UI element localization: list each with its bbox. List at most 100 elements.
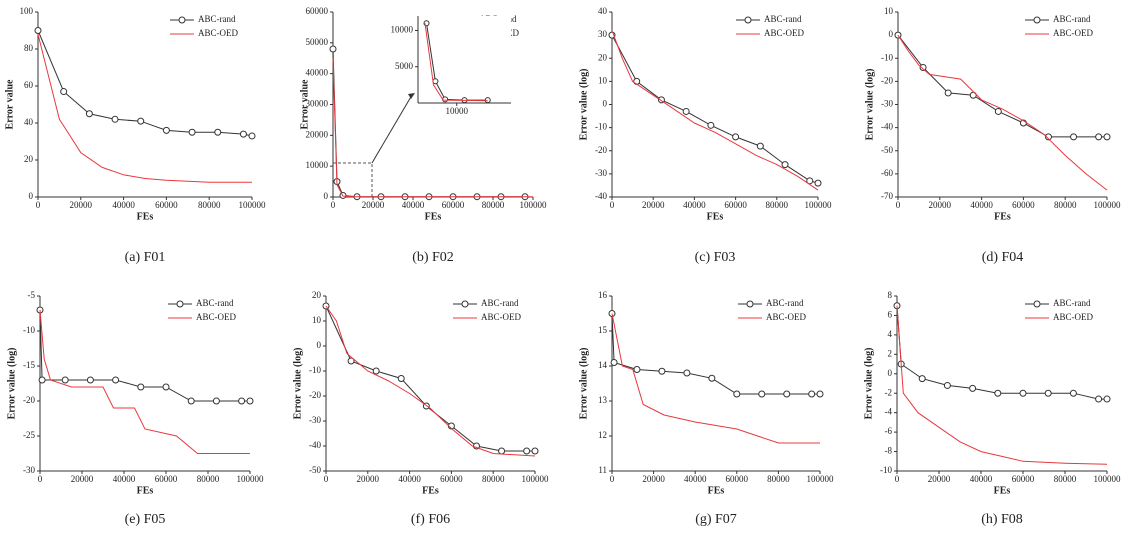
- y-tick-label: 10000: [306, 160, 329, 170]
- point-marker: [1095, 133, 1103, 141]
- point-marker: [214, 128, 222, 136]
- y-tick-label: -30: [309, 415, 321, 425]
- series-line: [611, 34, 819, 184]
- legend-label: ABC-rand: [764, 14, 802, 24]
- legend-marker: [461, 300, 469, 308]
- chart-panel: -10 -8 -6 -4 -2 0 2 4 6 8 0 20000 40000 60000 80000 100…: [863, 290, 1121, 527]
- y-tick-label: -70: [881, 191, 893, 201]
- y-tick-label: 2: [888, 348, 893, 358]
- x-axis-label: FEs: [994, 211, 1011, 222]
- x-tick-label: 20000: [70, 200, 93, 210]
- y-tick-label: -20: [595, 145, 607, 155]
- point-marker: [683, 369, 691, 377]
- point-marker: [633, 366, 641, 373]
- point-marker: [816, 390, 824, 398]
- point-marker: [162, 383, 170, 391]
- x-axis-label: FEs: [994, 485, 1011, 496]
- x-tick-label: 80000: [198, 200, 221, 210]
- y-tick-label: -30: [595, 168, 607, 178]
- point-marker: [238, 397, 246, 405]
- caption: (c) F03: [695, 250, 736, 265]
- point-marker: [707, 121, 715, 129]
- y-tick-label: 10: [598, 75, 608, 85]
- point-marker: [781, 161, 789, 169]
- x-tick-label: 80000: [197, 474, 220, 484]
- x-tick-label: 0: [331, 200, 336, 210]
- y-axis-label: Error value: [299, 79, 310, 129]
- y-tick-label: -4: [885, 407, 893, 417]
- y-axis-label: Error value (log): [6, 348, 17, 420]
- caption: (d) F04: [982, 250, 1024, 265]
- point-marker: [442, 96, 449, 103]
- y-tick-label: 15: [598, 325, 608, 335]
- y-tick-label: -20: [881, 75, 893, 85]
- point-marker: [397, 375, 405, 382]
- point-marker: [994, 389, 1002, 397]
- y-tick-label: 0: [317, 340, 322, 350]
- series-line: [611, 30, 819, 191]
- point-marker: [523, 447, 531, 455]
- y-tick-label: 14: [598, 360, 608, 370]
- point-marker: [610, 359, 618, 366]
- chart-panel: -70 -60 -50 -40 -30 -20 -10 0 10 0 20000 40000 60000…: [864, 6, 1121, 265]
- legend-label: ABC-rand: [1053, 298, 1091, 308]
- point-marker: [918, 375, 926, 383]
- caption: (e) F05: [125, 512, 166, 527]
- point-marker: [187, 397, 195, 405]
- point-marker: [969, 384, 977, 392]
- x-tick-label: 80000: [482, 200, 505, 210]
- chart-panel: 0 20 40 60 80 100 0 20000 40000 60000 80000 100000 F…: [4, 6, 266, 265]
- legend-marker: [1033, 300, 1041, 308]
- x-tick-label: 100000: [1094, 200, 1122, 210]
- caption: (b) F02: [412, 250, 454, 265]
- y-tick-label: 20: [312, 290, 322, 300]
- x-tick-label: 60000: [155, 474, 178, 484]
- y-tick-label: -2: [885, 387, 893, 397]
- zoom-box: [333, 162, 373, 197]
- point-marker: [372, 367, 380, 375]
- y-axis-label: Error value (log): [292, 348, 303, 420]
- x-tick-label: 60000: [442, 200, 465, 210]
- point-marker: [60, 88, 68, 96]
- x-tick-label: 0: [36, 200, 41, 210]
- y-tick-label: -30: [23, 465, 35, 475]
- y-tick-label: -6: [885, 426, 893, 436]
- point-marker: [1044, 389, 1052, 397]
- point-marker: [61, 376, 69, 384]
- y-tick-label: -5: [28, 290, 36, 300]
- x-tick-label: 20000: [362, 200, 385, 210]
- x-tick-label: 40000: [398, 474, 421, 484]
- y-tick-label: 0: [603, 99, 608, 109]
- x-tick-label: 80000: [1054, 200, 1077, 210]
- y-tick-label: 0: [888, 368, 893, 378]
- y-tick-label: 80: [24, 43, 34, 53]
- point-marker: [137, 383, 145, 391]
- y-tick-label: -25: [23, 430, 35, 440]
- y-tick-label: 0: [324, 191, 329, 201]
- point-marker: [498, 447, 506, 455]
- series-line: [611, 313, 820, 395]
- series-line: [897, 34, 1108, 191]
- legend-marker: [178, 16, 186, 24]
- point-marker: [34, 27, 42, 34]
- series-line: [37, 30, 253, 137]
- series-line: [897, 34, 1107, 138]
- point-marker: [783, 390, 791, 398]
- y-tick-label: -40: [595, 191, 607, 201]
- x-tick-label: 40000: [970, 200, 993, 210]
- point-marker: [111, 115, 119, 123]
- y-axis-label: Error value (log): [578, 348, 589, 420]
- legend-label: ABC-rand: [766, 298, 804, 308]
- x-tick-label: 20000: [928, 474, 951, 484]
- series-line: [332, 58, 533, 198]
- point-marker: [814, 179, 822, 187]
- x-tick-label: 100000: [807, 474, 835, 484]
- y-tick-label: 10: [884, 6, 894, 16]
- series-line: [39, 309, 250, 454]
- point-marker: [239, 130, 247, 138]
- x-axis-label: FEs: [708, 485, 725, 496]
- x-tick-label: 20000: [357, 474, 380, 484]
- y-tick-label: -40: [881, 122, 893, 132]
- point-marker: [944, 89, 952, 97]
- y-axis-label: Error value (log): [864, 69, 875, 141]
